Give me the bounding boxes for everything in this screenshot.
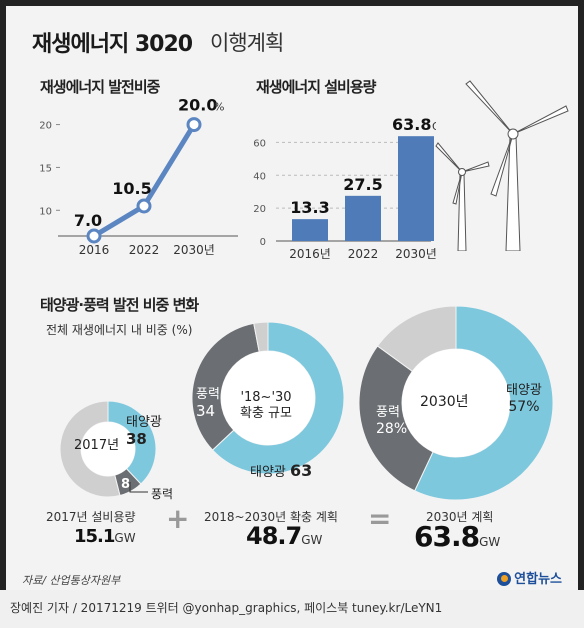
line-x-tick-label: 2022 [129, 243, 160, 257]
bar-chart: 0 20 40 60 2016년 2022 2030년 13.3 27.5 63.8GW [253, 115, 436, 261]
source-note: 자료/ 산업통상자원부 [22, 574, 121, 587]
donut1-center-label: 2017년 [74, 438, 120, 453]
bar-value-label: 13.3 [290, 198, 329, 217]
bar-value-label: 63.8 [392, 115, 431, 134]
line-y-tick-label: 15 [39, 163, 52, 174]
bar-y-tick-label: 60 [253, 138, 266, 149]
equals-sign: = [368, 502, 392, 535]
footer-bar [0, 590, 584, 628]
wind-turbine-icon [435, 80, 569, 251]
line-y-tick-label: 10 [39, 206, 52, 217]
logo-icon [497, 571, 512, 586]
page-subtitle: 이행계획 [210, 31, 284, 55]
line-value-label: 20.0 [178, 96, 217, 115]
total-2030: 63.8GW [414, 520, 500, 553]
donut-section-subtitle: 전체 재생에너지 내 비중 (%) [46, 323, 193, 337]
donut3-wind-value: 28% [376, 421, 408, 437]
donut2-solar-value: 63 [290, 461, 313, 480]
bar-x-tick-label: 2030년 [395, 247, 436, 261]
donut2-solar-label: 태양광 63 [250, 462, 312, 481]
donut3-solar-value: 57% [508, 399, 540, 415]
donut2-wind-value: 34 [196, 402, 216, 420]
line-chart: 10 15 20 2016 2022 2030년 7.0 10.5 20.0% [39, 96, 238, 257]
line-value-label: 10.5 [112, 179, 151, 198]
total-2030-value: 63.8 [414, 520, 480, 553]
donut3-solar-label: 태양광 57% [506, 382, 542, 416]
donut1-solar-name: 태양광 [126, 415, 162, 430]
total-2017-unit: GW [114, 531, 136, 545]
caption-2017: 2017년 설비용량 [46, 510, 136, 524]
donut2-center-label: '18~'30 확충 규모 [236, 390, 296, 422]
total-expansion-unit: GW [301, 533, 323, 547]
line-value-unit: % [214, 101, 224, 114]
byline: 장예진 기자 / 20171219 트위터 @yonhap_graphics, … [10, 601, 443, 615]
line-point [186, 117, 202, 133]
donut1-wind-value: 8 [121, 477, 131, 492]
bar-x-tick-label: 2016년 [289, 247, 331, 261]
plus-sign: + [166, 502, 190, 535]
total-2030-unit: GW [479, 535, 501, 549]
bar [345, 195, 381, 241]
total-expansion-value: 48.7 [246, 522, 302, 550]
bar-y-tick-label: 0 [260, 237, 266, 248]
total-expansion: 48.7GW [246, 522, 322, 550]
donut2-wind-label: 풍력 34 [196, 386, 220, 420]
line-point [86, 228, 102, 244]
donut1-wind-label: 풍력 [151, 487, 174, 501]
total-2017: 15.1GW [74, 526, 136, 547]
caption-expansion: 2018~2030년 확충 계획 [204, 510, 338, 524]
line-y-tick-label: 20 [39, 121, 52, 132]
line-x-tick-label: 2016 [79, 243, 110, 257]
donut1-solar-value: 38 [126, 430, 147, 448]
donut1-wind-leader-line [129, 482, 148, 493]
donut1-hole [81, 422, 135, 476]
caption-2030: 2030년 계획 [426, 510, 494, 524]
line-value-label: 7.0 [74, 211, 102, 230]
bar-x-tick-label: 2022 [348, 247, 379, 261]
donut1-solar-label: 태양광 38 [126, 414, 162, 448]
donut-charts [59, 305, 554, 501]
donut2-center-line2: 확충 규모 [240, 406, 292, 421]
bar-y-tick-label: 20 [253, 204, 266, 215]
donut2-wind-name: 풍력 [196, 387, 220, 402]
donut2-hole [221, 351, 315, 445]
donut2-solar-name: 태양광 [250, 465, 286, 480]
bar-value-unit: GW [432, 120, 436, 133]
page-title: 재생에너지 3020 [32, 32, 193, 57]
infographic-card: 재생에너지 3020 이행계획 재생에너지 발전비중 10 15 20 2016 202… [6, 6, 578, 590]
line-point [136, 198, 152, 214]
yonhap-logo: 연합뉴스 [497, 568, 562, 587]
donut2-center-line1: '18~'30 [240, 390, 292, 405]
total-2017-value: 15.1 [74, 526, 115, 547]
donut3-center-label: 2030년 [420, 394, 469, 410]
bar-y-tick-label: 40 [253, 171, 266, 182]
bar-chart-title: 재생에너지 설비용량 [256, 78, 376, 96]
logo-text: 연합뉴스 [514, 572, 562, 587]
bar-value-label: 27.5 [343, 175, 382, 194]
bar [292, 219, 328, 241]
line-chart-title: 재생에너지 발전비중 [40, 78, 160, 96]
donut3-wind-name: 풍력 [376, 405, 400, 420]
donut3-solar-name: 태양광 [506, 383, 542, 398]
line-x-tick-label: 2030년 [173, 243, 215, 257]
donut-section-title: 태양광·풍력 발전 비중 변화 [40, 296, 199, 314]
donut3-hole [402, 349, 510, 457]
donut3-wind-label: 풍력 28% [376, 404, 407, 438]
bar [398, 136, 434, 241]
